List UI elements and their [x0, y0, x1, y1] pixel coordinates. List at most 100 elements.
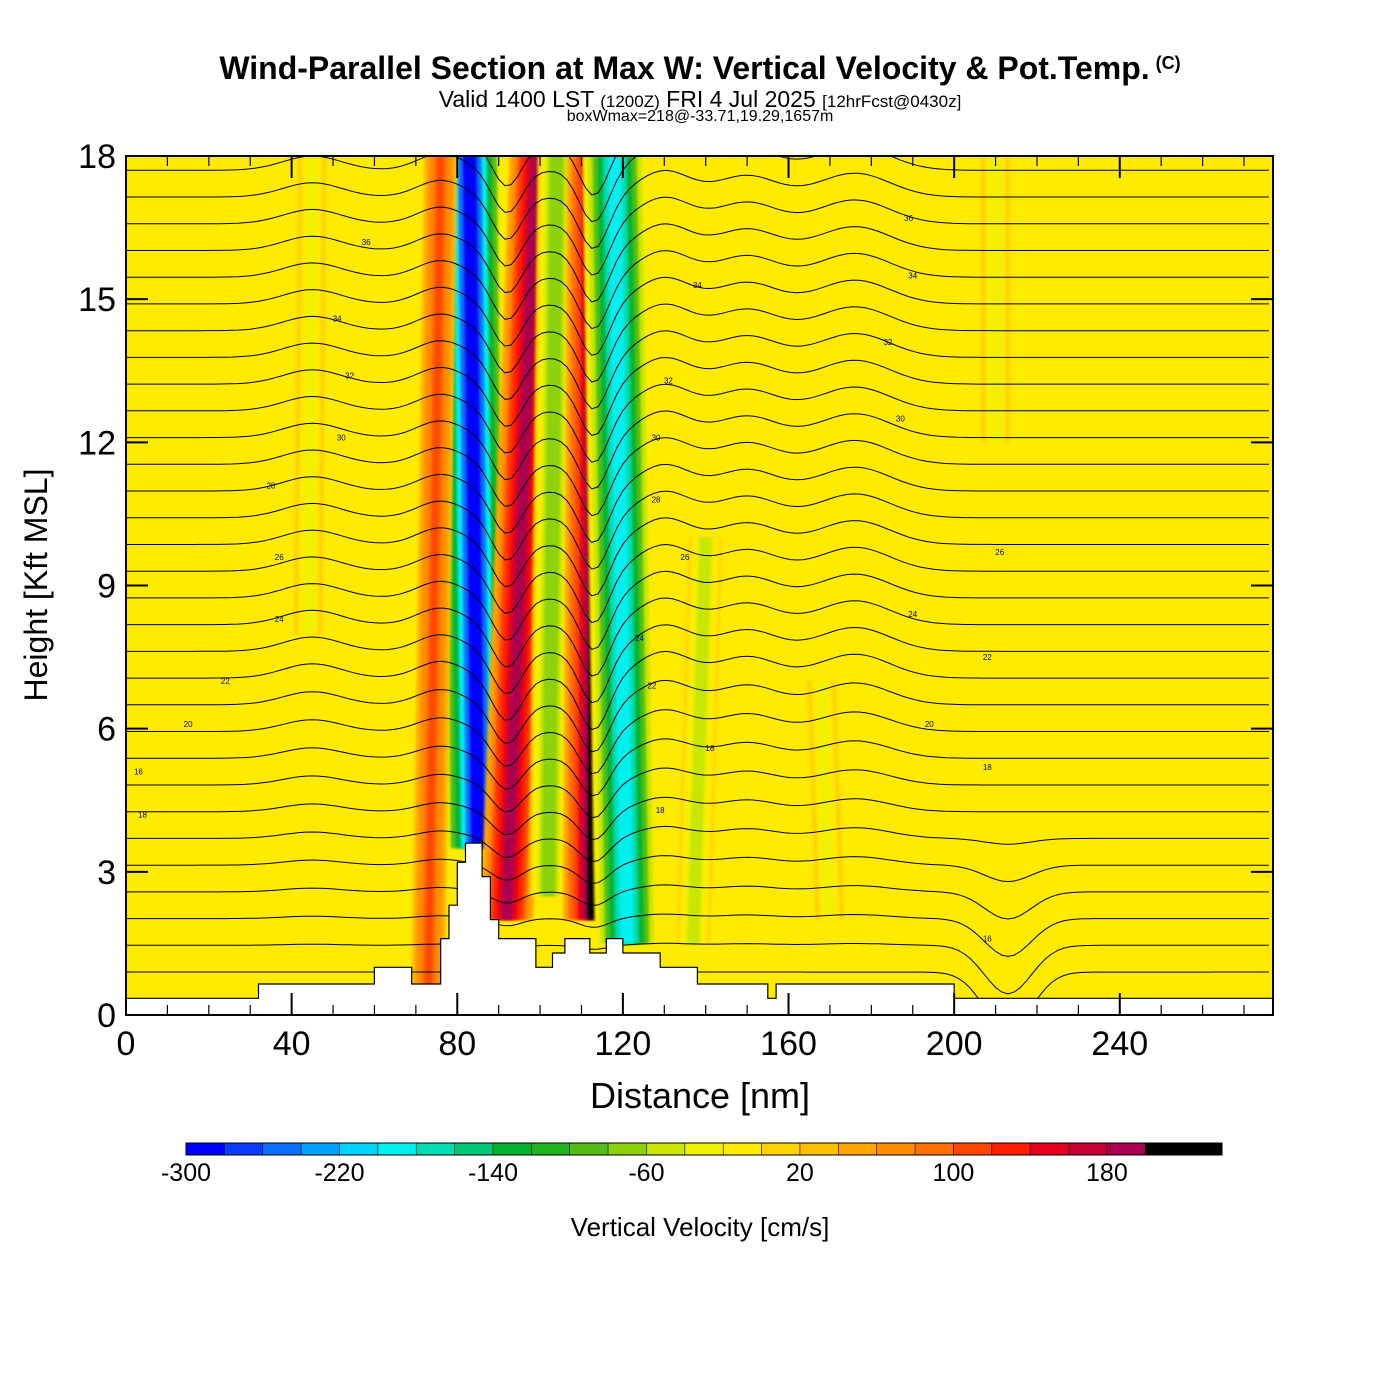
colorbar-swatch-2 [262, 1143, 302, 1155]
box-wmax-line: boxWmax=218@-33.71,19.29,1657m [566, 108, 834, 125]
colorbar-tick-label-0: -300 [161, 1159, 211, 1187]
theta-label-22: 34 [908, 271, 917, 280]
colorbar-swatch-13 [684, 1143, 724, 1155]
theta-contour-1 [126, 942, 1269, 995]
theta-label-8: 32 [345, 372, 354, 381]
colorbar: -300 -220 -140 -60 20 100 180 [161, 1142, 1223, 1187]
theta-contour-13 [126, 597, 1269, 677]
y-tick-label-5: 15 [78, 281, 116, 319]
theta-label-3: 22 [221, 677, 230, 686]
theta-contour-28 [126, 196, 1269, 276]
theta-label-4: 24 [275, 615, 284, 624]
theta-label-15: 26 [681, 553, 690, 562]
theta-contour-15 [126, 543, 1269, 624]
colorbar-swatch-8 [492, 1143, 532, 1155]
theta-label-18: 32 [664, 376, 673, 385]
theta-label-29: 16 [983, 935, 992, 944]
colorbar-frame [185, 1142, 1223, 1156]
w-band-0-5 [462, 156, 485, 848]
x-tick-label-5: 200 [926, 1025, 983, 1063]
valid-date: FRI 4 Jul 2025 [666, 86, 816, 112]
theta-contour-11 [126, 650, 1269, 731]
w-band-7-5 [818, 680, 833, 920]
theta-contour-16 [126, 517, 1269, 597]
theta-contour-12 [126, 624, 1269, 704]
theta-contour-20 [126, 410, 1269, 490]
terrain-layer [125, 842, 1274, 1016]
forecast-info: [12hrFcst@0430z] [822, 92, 962, 111]
w-band-6-5 [689, 537, 710, 944]
theta-label-19: 34 [693, 281, 702, 290]
colorbar-swatch-11 [608, 1143, 647, 1155]
colorbar-tick-label-3: -60 [628, 1159, 664, 1187]
colorbar-swatch-17 [838, 1143, 877, 1155]
colorbar-swatch-18 [876, 1143, 916, 1155]
theta-contours: 16 18 20 22 24 26 28 30 32 34 36 18 18 22 24 26 28 30 32 34… [126, 156, 1269, 1015]
theta-label-14: 24 [635, 634, 644, 643]
y-axis-label: Height [Kft MSL] [18, 469, 54, 702]
theta-label-9: 34 [333, 314, 342, 323]
colorbar-swatch-4 [339, 1143, 379, 1155]
valid-time: Valid 1400 LST [438, 86, 594, 112]
theta-contour-10 [126, 679, 1269, 753]
x-tick-label-2: 80 [438, 1025, 476, 1063]
colorbar-swatch-26 [1183, 1143, 1223, 1155]
copyright-mark: (C) [1155, 53, 1181, 73]
theta-label-21: 32 [883, 338, 892, 347]
colorbar-swatch-1 [224, 1143, 264, 1155]
colorbar-swatch-25 [1145, 1143, 1184, 1155]
vertical-velocity-field [293, 156, 1010, 992]
theta-contour-6 [126, 796, 1269, 841]
theta-label-5: 26 [275, 553, 284, 562]
theta-label-12: 18 [656, 806, 665, 815]
y-tick-label-2: 6 [97, 711, 116, 749]
colorbar-swatch-20 [953, 1143, 993, 1155]
theta-contour-2 [126, 913, 1269, 957]
colorbar-swatch-7 [454, 1143, 494, 1155]
x-tick-label-1: 40 [273, 1025, 311, 1063]
x-tick-label-0: 0 [117, 1025, 136, 1063]
theta-label-2: 20 [184, 720, 193, 729]
colorbar-swatch-16 [799, 1143, 839, 1155]
colorbar-swatch-24 [1106, 1143, 1146, 1155]
theta-contour-24 [126, 303, 1269, 383]
w-band-9-5 [992, 156, 999, 443]
theta-contour-27 [126, 223, 1269, 303]
theta-contour-26 [126, 250, 1269, 330]
colorbar-swatch-9 [531, 1143, 570, 1155]
theta-contour-14 [126, 570, 1269, 650]
theta-label-1: 18 [138, 811, 147, 820]
theta-contour-25 [126, 276, 1269, 356]
colorbar-tick-label-5: 100 [933, 1159, 975, 1187]
theta-label-13: 22 [647, 682, 656, 691]
theta-label-17: 30 [652, 434, 661, 443]
theta-contour-18 [126, 463, 1269, 543]
theta-label-10: 36 [362, 238, 371, 247]
y-tick-label-6: 18 [78, 138, 116, 176]
theta-contour-5 [126, 825, 1269, 863]
theta-label-26: 22 [983, 653, 992, 662]
theta-contour-7 [126, 767, 1269, 819]
colorbar-swatch-3 [301, 1143, 340, 1155]
theta-contour-9 [126, 709, 1269, 775]
x-tick-label-3: 120 [595, 1025, 652, 1063]
theta-contour-22 [126, 356, 1269, 437]
colorbar-swatch-6 [416, 1143, 455, 1155]
theta-label-28: 18 [983, 763, 992, 772]
colorbar-swatch-23 [1068, 1143, 1108, 1155]
theta-label-27: 20 [925, 720, 934, 729]
theta-contour-3 [126, 884, 1269, 920]
colorbar-swatch-0 [186, 1143, 225, 1155]
w-band-2-5 [544, 156, 561, 896]
colorbar-swatch-22 [1030, 1143, 1069, 1155]
theta-label-6: 28 [266, 481, 275, 490]
colorbar-swatch-5 [377, 1143, 417, 1155]
theta-label-23: 36 [904, 214, 913, 223]
colorbar-swatch-19 [915, 1143, 954, 1155]
colorbar-title: Vertical Velocity [cm/s] [570, 1212, 830, 1242]
theta-label-20: 30 [896, 414, 905, 423]
theta-label-16: 28 [652, 496, 661, 505]
terrain-profile [125, 842, 1274, 1016]
y-tick-label-3: 9 [97, 568, 116, 606]
